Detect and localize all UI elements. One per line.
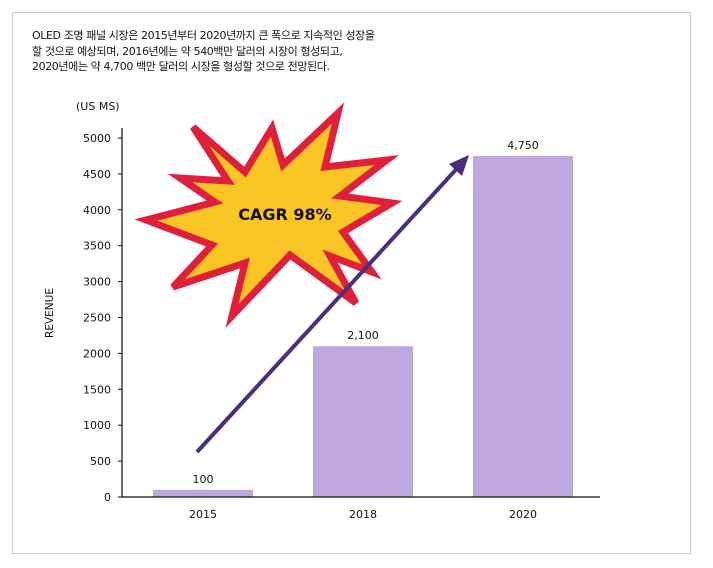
y-tick-label: 500: [90, 455, 111, 468]
cagr-label: CAGR 98%: [238, 205, 331, 224]
data-label: 2,100: [347, 329, 379, 342]
starburst-callout: [134, 102, 403, 328]
description-line: OLED 조명 패널 시장은 2015년부터 2020년까지 큰 폭으로 지속적…: [32, 29, 375, 42]
x-tick-label: 2020: [509, 508, 537, 521]
description-line: 할 것으로 예상되며, 2016년에는 약 540백만 달러의 시장이 형성되고…: [32, 44, 343, 58]
bar-2018: [313, 346, 413, 497]
y-tick-label: 4000: [83, 204, 111, 217]
bar-2020: [473, 155, 573, 497]
y-tick-label: 5000: [83, 132, 111, 145]
y-tick-label: 1500: [83, 383, 111, 396]
unit-label: (US MS): [76, 100, 120, 113]
y-tick-label: 0: [104, 491, 111, 504]
description-line: 2020년에는 약 4,700 백만 달러의 시장을 형성할 것으로 전망된다.: [32, 60, 330, 73]
description: OLED 조명 패널 시장은 2015년부터 2020년까지 큰 폭으로 지속적…: [32, 28, 375, 75]
y-tick-label: 1000: [83, 419, 111, 432]
x-tick-label: 2018: [349, 508, 377, 521]
bar-2015: [153, 489, 253, 497]
y-tick-label: 3500: [83, 240, 111, 253]
growth-arrow: [195, 155, 469, 454]
y-tick-label: 2000: [83, 347, 111, 360]
x-tick-label: 2015: [189, 508, 217, 521]
data-label: 100: [193, 473, 214, 486]
y-tick-label: 2500: [83, 312, 111, 325]
chart-frame: [12, 12, 691, 554]
y-tick-label: 3000: [83, 276, 111, 289]
data-label: 4,750: [507, 139, 539, 152]
y-axis-label: REVENUE: [44, 288, 56, 338]
y-tick-label: 4500: [83, 168, 111, 181]
